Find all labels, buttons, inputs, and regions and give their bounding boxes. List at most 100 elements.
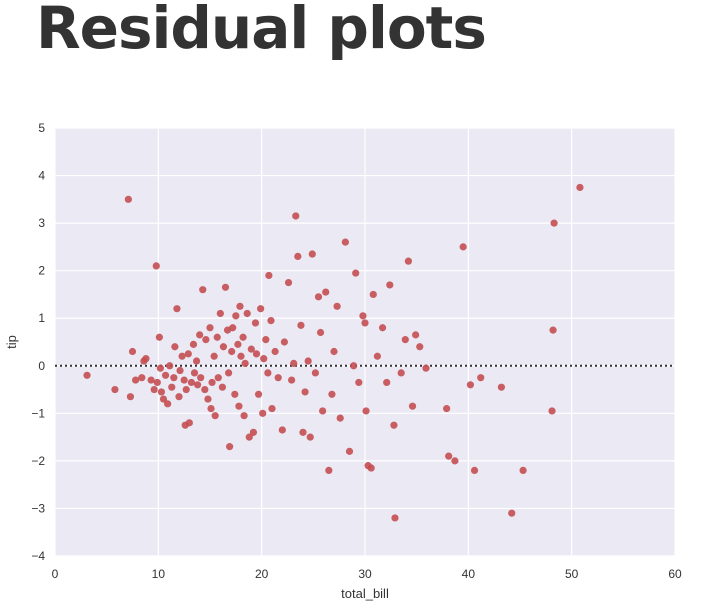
data-point: [234, 340, 242, 348]
data-point: [367, 464, 375, 472]
data-point: [550, 219, 558, 227]
data-point: [166, 362, 174, 370]
data-point: [359, 312, 367, 320]
x-axis-label: total_bill: [341, 586, 389, 601]
data-point: [221, 283, 230, 291]
data-point: [294, 252, 302, 260]
data-point: [252, 350, 261, 358]
data-point: [345, 447, 354, 455]
x-tick-label: 40: [462, 567, 476, 581]
data-point: [401, 336, 409, 344]
data-point: [197, 374, 205, 382]
data-point: [208, 378, 216, 387]
data-point: [304, 357, 312, 365]
data-point: [278, 426, 286, 434]
data-point: [152, 262, 160, 270]
data-point: [459, 243, 467, 251]
data-point: [369, 290, 377, 299]
data-point: [126, 393, 135, 401]
data-point: [128, 347, 137, 356]
data-point: [280, 338, 288, 346]
data-point: [397, 369, 405, 377]
data-point: [156, 364, 164, 372]
x-tick-label: 60: [668, 567, 682, 581]
data-point: [196, 331, 204, 339]
data-point: [182, 385, 190, 394]
data-point: [240, 412, 248, 420]
data-point: [341, 238, 349, 246]
data-point: [180, 376, 188, 384]
data-point: [228, 347, 236, 356]
data-point: [316, 328, 325, 337]
data-point: [416, 343, 424, 351]
y-tick-label: −3: [31, 501, 45, 515]
data-point: [548, 407, 556, 415]
data-point: [171, 343, 179, 351]
y-tick-labels: −4 −3 −2 −1 0 1 2 3 4 5: [31, 121, 45, 563]
data-point: [150, 385, 158, 394]
x-tick-label: 30: [358, 567, 372, 581]
data-point: [299, 428, 307, 436]
data-point: [355, 378, 363, 387]
data-point: [470, 466, 479, 474]
data-point: [466, 381, 474, 389]
data-point: [213, 333, 221, 341]
data-point: [301, 388, 309, 396]
data-point: [328, 390, 336, 398]
y-tick-label: −1: [31, 406, 45, 420]
data-point: [412, 331, 420, 339]
y-tick-label: 4: [38, 169, 45, 183]
data-point: [178, 352, 186, 360]
data-point: [190, 369, 199, 377]
y-tick-label: −2: [31, 454, 45, 468]
data-point: [297, 321, 305, 329]
x-tick-label: 20: [255, 567, 269, 581]
data-point: [508, 509, 516, 517]
data-point: [391, 514, 399, 522]
data-point: [260, 355, 268, 363]
data-point: [132, 376, 140, 384]
data-point: [288, 376, 296, 384]
y-tick-label: 2: [38, 264, 45, 278]
data-point: [219, 343, 228, 351]
data-point: [147, 376, 155, 384]
data-point: [235, 402, 243, 410]
data-point: [176, 366, 184, 375]
data-point: [362, 407, 370, 415]
y-tick-label: 1: [38, 311, 45, 325]
data-point: [378, 324, 387, 332]
data-point: [373, 352, 381, 360]
data-point: [497, 383, 505, 391]
data-point: [155, 333, 163, 341]
data-point: [386, 281, 394, 289]
data-point: [306, 433, 314, 441]
data-point: [249, 428, 257, 436]
data-point: [311, 369, 319, 377]
data-point: [111, 385, 119, 394]
data-point: [333, 302, 341, 310]
data-point: [274, 374, 282, 382]
data-point: [271, 347, 279, 356]
data-point: [241, 359, 249, 367]
data-point: [319, 407, 327, 415]
data-point: [350, 362, 358, 370]
data-point: [239, 333, 247, 341]
data-point: [265, 271, 273, 280]
data-point: [142, 355, 150, 363]
data-point: [245, 433, 253, 441]
data-point: [185, 419, 193, 427]
data-point: [157, 388, 166, 396]
data-point: [477, 374, 485, 382]
data-point: [259, 409, 267, 417]
data-point: [218, 383, 226, 391]
data-point: [519, 466, 527, 474]
data-point: [159, 395, 168, 403]
data-point: [189, 340, 198, 348]
data-point: [290, 359, 298, 367]
data-point: [247, 345, 255, 353]
data-point: [445, 452, 453, 460]
data-point: [361, 319, 369, 327]
y-tick-label: 0: [38, 359, 45, 373]
data-point: [322, 288, 330, 296]
